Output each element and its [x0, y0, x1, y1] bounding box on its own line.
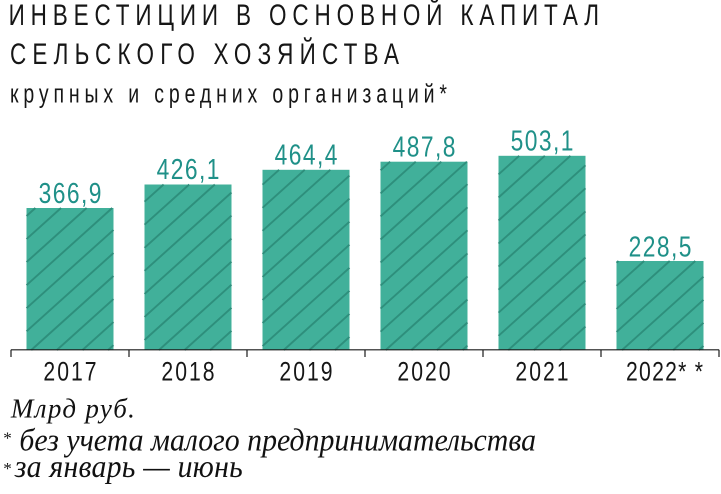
svg-text:464,4: 464,4 — [275, 140, 338, 171]
svg-text:без учета малого предпринимате: без учета малого предпринимательства — [19, 421, 536, 457]
svg-text:2022* *: 2022* * — [626, 357, 703, 387]
svg-text:2017: 2017 — [43, 357, 96, 387]
svg-text:2018: 2018 — [161, 357, 214, 387]
svg-text:503,1: 503,1 — [511, 126, 574, 157]
svg-text:487,8: 487,8 — [393, 132, 456, 163]
svg-text:Млрд руб.: Млрд руб. — [10, 393, 135, 423]
svg-text:за январь — июнь: за январь — июнь — [14, 448, 243, 484]
svg-text:СЕЛЬСКОГО ХОЗЯЙСТВА: СЕЛЬСКОГО ХОЗЯЙСТВА — [10, 37, 399, 71]
svg-text:2021: 2021 — [515, 357, 568, 387]
svg-text:*: * — [3, 459, 12, 478]
svg-text:366,9: 366,9 — [39, 179, 102, 210]
svg-text:2019: 2019 — [279, 357, 332, 387]
svg-text:228,5: 228,5 — [629, 232, 692, 263]
svg-text:*: * — [3, 428, 12, 447]
svg-text:ИНВЕСТИЦИИ В ОСНОВНОЙ КАПИТАЛ: ИНВЕСТИЦИИ В ОСНОВНОЙ КАПИТАЛ — [9, 0, 599, 32]
svg-text:426,1: 426,1 — [157, 155, 220, 186]
svg-text:2020: 2020 — [397, 357, 450, 387]
svg-text:крупных и средних организаций*: крупных и средних организаций* — [10, 79, 447, 108]
